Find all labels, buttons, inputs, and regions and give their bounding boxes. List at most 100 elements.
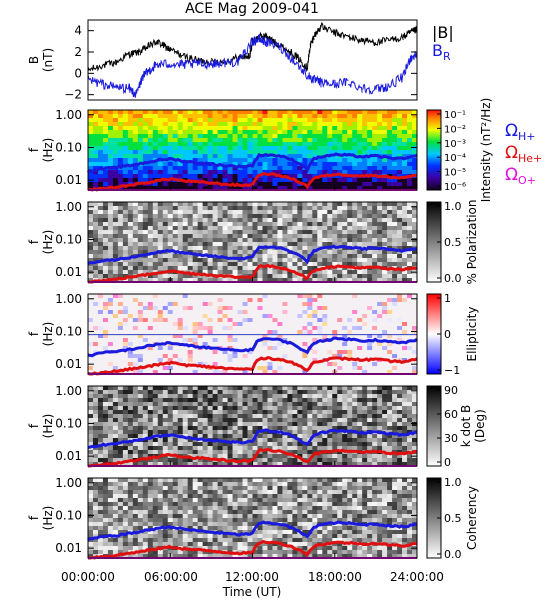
heatmap-cell [228,306,233,310]
heatmap-cell [312,226,317,230]
heatmap-cell [163,254,168,258]
heatmap-cell [163,414,168,418]
heatmap-cell [218,218,223,222]
heatmap-cell [317,182,322,186]
heatmap-cell [168,110,173,114]
heatmap-cell [233,406,238,410]
heatmap-cell [178,166,183,170]
heatmap-cell [317,238,322,242]
heatmap-cell [257,306,262,310]
heatmap-cell [272,310,277,314]
heatmap-cell [377,150,382,154]
heatmap-cell [387,326,392,330]
heatmap-cell [392,354,397,358]
heatmap-cell [183,242,188,246]
heatmap-cell [218,310,223,314]
heatmap-cell [382,250,387,254]
heatmap-cell [93,242,98,246]
heatmap-cell [262,130,267,134]
heatmap-cell [143,114,148,118]
heatmap-cell [287,258,292,262]
heatmap-cell [208,158,213,162]
heatmap-cell [183,138,188,142]
heatmap-cell [407,150,412,154]
heatmap-cell [148,234,153,238]
heatmap-cell [218,146,223,150]
heatmap-cell [332,226,337,230]
heatmap-cell [148,422,153,426]
heatmap-cell [148,170,153,174]
heatmap-cell [223,150,228,154]
heatmap-cell [253,402,258,406]
heatmap-cell [218,358,223,362]
heatmap-cell [352,158,357,162]
heatmap-cell [98,426,103,430]
heatmap-cell [342,314,347,318]
heatmap-cell [402,218,407,222]
heatmap-cell [198,406,203,410]
heatmap-cell [98,274,103,278]
heatmap-cell [218,270,223,274]
heatmap-cell [108,354,113,358]
heatmap-cell [208,322,213,326]
heatmap-cell [113,430,118,434]
heatmap-cell [392,122,397,126]
heatmap-cell [198,218,203,222]
heatmap-cell [272,118,277,122]
heatmap-cell [322,126,327,130]
heatmap-cell [357,342,362,346]
heatmap-cell [203,390,208,394]
heatmap-cell [208,154,213,158]
heatmap-cell [223,406,228,410]
heatmap-cell [113,310,118,314]
heatmap-cell [178,302,183,306]
heatmap-cell [292,234,297,238]
heatmap-cell [287,366,292,370]
heatmap-cell [387,306,392,310]
heatmap-cell [178,122,183,126]
heatmap-cell [193,130,198,134]
heatmap-cell [287,298,292,302]
heatmap-cells [88,110,417,190]
heatmap-cell [113,386,118,390]
heatmap-cell [163,314,168,318]
heatmap-cell [322,226,327,230]
heatmap-cell [392,322,397,326]
heatmap-cell [397,226,402,230]
heatmap-cell [297,230,302,234]
heatmap-cell [223,222,228,226]
heatmap-cell [392,214,397,218]
heatmap-cell [128,294,133,298]
heatmap-cell [248,110,253,114]
heatmap-cell [178,414,183,418]
heatmap-cell [287,394,292,398]
heatmap-cell [347,362,352,366]
heatmap-cell [233,402,238,406]
heatmap-cell [98,242,103,246]
heatmap-cell [257,458,262,462]
heatmap-cell [103,134,108,138]
heatmap-cell [108,230,113,234]
heatmap-cell [113,398,118,402]
heatmap-cell [327,146,332,150]
heatmap-cell [113,330,118,334]
heatmap-cell [228,326,233,330]
heatmap-cell [282,386,287,390]
heatmap-cell [233,250,238,254]
heatmap-cell [282,146,287,150]
heatmap-cell [322,366,327,370]
heatmap-cell [203,126,208,130]
heatmap-cell [183,414,188,418]
heatmap-cell [257,330,262,334]
heatmap-cell [188,138,193,142]
heatmap-cell [402,142,407,146]
heatmap-cell [123,426,128,430]
heatmap-cell [382,114,387,118]
heatmap-cell [128,226,133,230]
heatmap-cell [208,430,213,434]
heatmap-cell [223,110,228,114]
heatmap-cell [133,386,138,390]
heatmap-cell [218,394,223,398]
heatmap-cell [402,138,407,142]
heatmap-cell [387,242,392,246]
